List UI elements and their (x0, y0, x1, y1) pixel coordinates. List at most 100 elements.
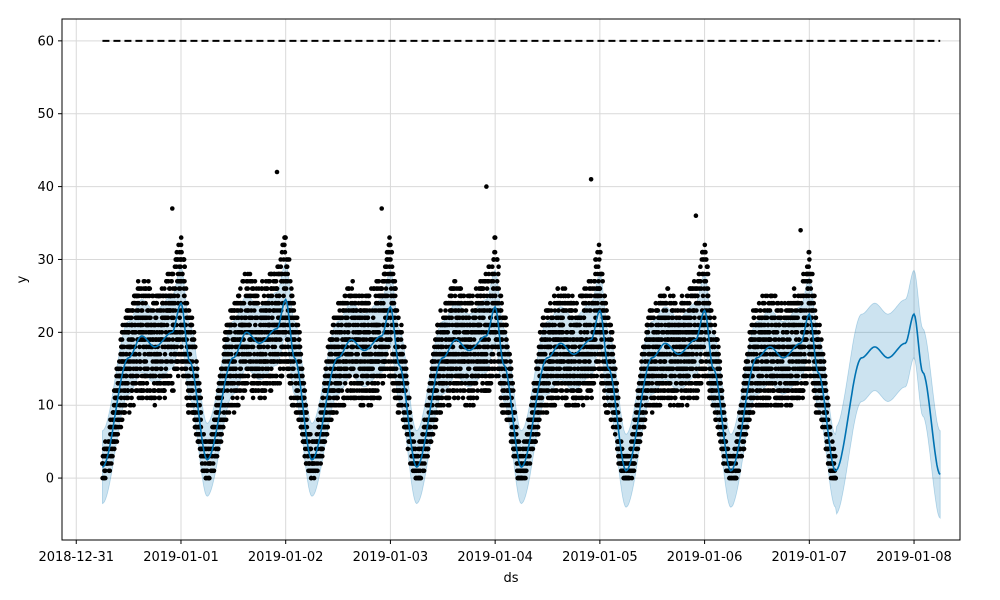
observed-point (455, 395, 461, 401)
observed-point (260, 366, 265, 372)
observed-point (488, 381, 494, 386)
observed-point (162, 395, 168, 401)
observed-point (297, 337, 302, 342)
observed-point (153, 373, 158, 379)
observed-point (438, 410, 444, 415)
observed-point (370, 366, 376, 372)
observed-point (361, 402, 366, 408)
observed-point (505, 344, 510, 350)
observed-point (555, 286, 560, 291)
observed-point (278, 337, 283, 342)
observed-point (201, 432, 206, 437)
observed-point (490, 279, 496, 284)
observed-point (112, 446, 117, 452)
observed-point (263, 351, 268, 357)
observed-point (471, 337, 477, 342)
observed-point (548, 344, 553, 350)
observed-point (229, 351, 234, 357)
observed-point (289, 286, 294, 291)
observed-point (480, 381, 485, 386)
observed-point (351, 366, 356, 372)
observed-point (247, 351, 253, 357)
observed-point (129, 388, 135, 393)
observed-point (291, 308, 297, 313)
observed-point (564, 395, 569, 401)
observed-point (337, 381, 343, 386)
observed-point (219, 432, 224, 437)
observed-point (223, 417, 229, 423)
observed-point (230, 395, 235, 401)
observed-point (228, 330, 233, 335)
observed-point (175, 373, 181, 379)
observed-point (243, 359, 248, 364)
observed-point (445, 330, 451, 335)
observed-point (458, 366, 463, 372)
observed-point (486, 337, 491, 342)
observed-point (535, 366, 541, 372)
observed-point (241, 300, 247, 306)
observed-point (128, 366, 133, 372)
observed-point (379, 286, 384, 291)
observed-point (103, 468, 108, 474)
observed-point (539, 395, 545, 401)
observed-point (273, 279, 279, 284)
observed-point (198, 410, 204, 415)
observed-point (211, 468, 217, 474)
observed-point (580, 402, 586, 408)
observed-point (398, 330, 404, 335)
observed-point (170, 271, 176, 277)
observed-point (470, 293, 476, 299)
observed-point (504, 322, 509, 328)
observed-point (269, 293, 275, 299)
observed-point (171, 315, 176, 321)
observed-point (474, 395, 480, 401)
observed-point (210, 461, 216, 466)
observed-point (283, 235, 288, 240)
observed-point (242, 388, 248, 393)
observed-point (542, 351, 548, 357)
observed-point (311, 475, 317, 481)
observed-point (107, 468, 113, 474)
observed-point (226, 410, 232, 415)
observed-point (484, 359, 490, 364)
observed-point (473, 381, 479, 386)
observed-point (390, 271, 396, 277)
observed-point (510, 381, 515, 386)
observed-point (161, 388, 167, 393)
observed-point (505, 395, 510, 401)
observed-point (285, 271, 291, 277)
observed-point (245, 286, 251, 291)
observed-point (171, 388, 176, 393)
observed-point (508, 373, 514, 379)
observed-point (490, 264, 495, 270)
observed-point (428, 439, 434, 444)
observed-point (232, 381, 237, 386)
observed-point (286, 257, 292, 262)
observed-point (434, 388, 440, 393)
observed-point (257, 381, 263, 386)
observed-point (247, 271, 253, 277)
observed-point (189, 315, 195, 321)
observed-point (587, 359, 592, 364)
observed-point (300, 373, 305, 379)
observed-point (425, 446, 431, 452)
observed-point (133, 351, 139, 357)
observed-point (291, 366, 296, 372)
observed-point (407, 395, 412, 401)
observed-point (125, 381, 130, 386)
observed-point (504, 337, 509, 342)
observed-point (347, 373, 352, 379)
observed-point (389, 330, 394, 335)
observed-point (422, 461, 427, 466)
observed-point (262, 395, 268, 401)
observed-point (345, 315, 350, 321)
observed-point (464, 373, 470, 379)
observed-point (179, 330, 185, 335)
observed-point (274, 286, 280, 291)
observed-point (557, 366, 563, 372)
observed-point (473, 315, 478, 321)
observed-point (570, 293, 575, 299)
observed-point (267, 279, 273, 284)
observed-point (177, 286, 183, 291)
